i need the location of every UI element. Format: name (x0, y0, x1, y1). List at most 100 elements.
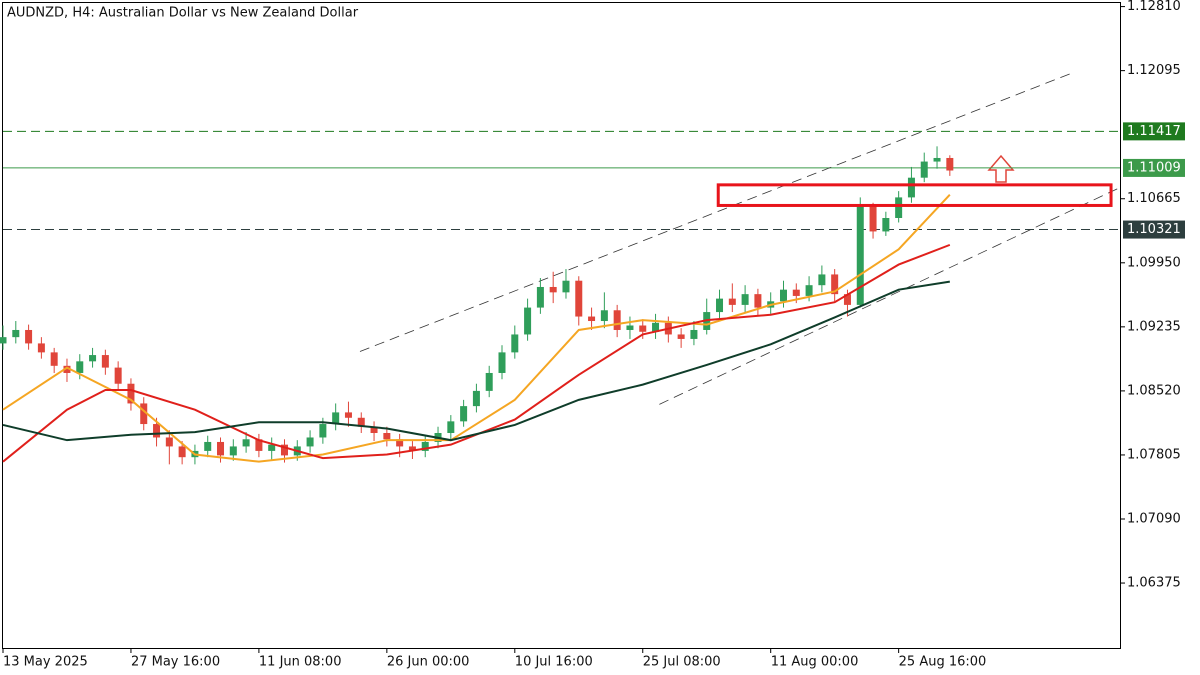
candle-body (652, 322, 660, 332)
candle-body (0, 337, 7, 344)
price-level-label: 1.11417 (1127, 124, 1181, 139)
price-level-label: 1.10321 (1127, 222, 1181, 237)
candle-body (946, 157, 954, 171)
candle-body (792, 289, 800, 296)
candle-body (25, 329, 33, 344)
candle-body (562, 280, 570, 293)
candle-body (217, 441, 225, 456)
candle-body (805, 285, 813, 296)
candle-body (229, 446, 237, 456)
y-tick-label: 1.09235 (1127, 319, 1181, 334)
candle-body (447, 421, 455, 433)
y-tick-label: 1.10665 (1127, 191, 1181, 206)
candle-body (882, 218, 890, 232)
candle-body (140, 403, 148, 425)
x-tick-label: 25 Aug 16:00 (899, 655, 987, 670)
candle-body (588, 316, 596, 322)
y-tick-label: 1.09950 (1127, 255, 1181, 270)
moving-average (2, 243, 951, 463)
up-arrow (987, 154, 1015, 183)
candle-body (165, 437, 173, 447)
candle-body (677, 334, 685, 339)
chart-title: AUDNZD, H4: Australian Dollar vs New Zea… (7, 6, 359, 21)
candle-body (319, 424, 327, 438)
candle-body (114, 367, 122, 384)
price-level-label: 1.11009 (1127, 160, 1181, 175)
candle-body (255, 439, 263, 451)
candle-body (153, 424, 161, 438)
moving-average (2, 280, 950, 442)
candle-body (89, 355, 97, 362)
candle-body (741, 294, 749, 305)
candle-body (383, 433, 391, 440)
y-tick-label: 1.12810 (1127, 0, 1181, 14)
trend-line (659, 187, 1121, 405)
candle-body (101, 355, 109, 368)
y-tick-label: 1.07805 (1127, 447, 1181, 462)
candle-body (690, 329, 698, 339)
x-tick-label: 10 Jul 16:00 (515, 655, 593, 670)
y-tick-label: 1.12095 (1127, 63, 1181, 78)
candle-body (50, 352, 58, 366)
candle-body (600, 310, 608, 322)
candle-body (280, 444, 288, 456)
candle-body (549, 286, 557, 293)
price-level-label-bg (1123, 220, 1185, 239)
candle-body (831, 274, 839, 295)
candle-body (485, 372, 493, 391)
candle-body (754, 294, 762, 308)
candle-body (856, 206, 864, 305)
candle-body (907, 177, 915, 198)
candle-body (460, 406, 468, 422)
candle-body (920, 161, 928, 178)
y-tick-label: 1.06375 (1127, 576, 1181, 591)
candle-body (895, 197, 903, 218)
candle-body (716, 298, 724, 313)
candle-body (779, 289, 787, 302)
candle-body (370, 426, 378, 433)
candle-body (332, 412, 340, 425)
x-tick-label: 13 May 2025 (3, 655, 88, 670)
moving-average (2, 194, 951, 463)
zone-box (716, 183, 1113, 207)
candle-body (306, 437, 314, 447)
candle-body (242, 439, 250, 447)
candle-body (37, 343, 45, 353)
candle-body (498, 352, 506, 373)
y-tick-label: 1.07090 (1127, 512, 1181, 527)
candle-body (511, 334, 519, 353)
trend-line (359, 73, 1071, 352)
candle-body (204, 441, 212, 451)
candle-body (728, 298, 736, 305)
candle-body (869, 206, 877, 232)
x-tick-label: 27 May 16:00 (131, 655, 220, 670)
candle-body (818, 274, 826, 286)
candle-body (626, 325, 634, 330)
x-tick-label: 26 Jun 00:00 (387, 655, 470, 670)
candle-body (127, 383, 135, 404)
candle-body (76, 361, 84, 373)
candle-body (12, 329, 20, 338)
candle-body (63, 365, 71, 373)
candle-body (524, 307, 532, 335)
candle-body (639, 325, 647, 332)
candle-body (408, 446, 416, 451)
x-tick-label: 25 Jul 08:00 (643, 655, 721, 670)
candle-body (178, 446, 186, 458)
candle-body (613, 310, 621, 330)
candle-body (268, 444, 276, 451)
price-level-label-bg (1123, 158, 1185, 177)
candle-body (843, 294, 851, 305)
candle-body (421, 441, 429, 451)
candle-body (357, 417, 365, 427)
candle-body (396, 439, 404, 447)
price-level-label-bg (1123, 122, 1185, 141)
candle-body (575, 280, 583, 317)
candle-body (536, 286, 544, 308)
x-tick-label: 11 Jun 08:00 (259, 655, 342, 670)
x-tick-label: 11 Aug 00:00 (771, 655, 859, 670)
y-tick-label: 1.08520 (1127, 383, 1181, 398)
candle-body (472, 390, 480, 407)
candle-body (344, 412, 352, 418)
